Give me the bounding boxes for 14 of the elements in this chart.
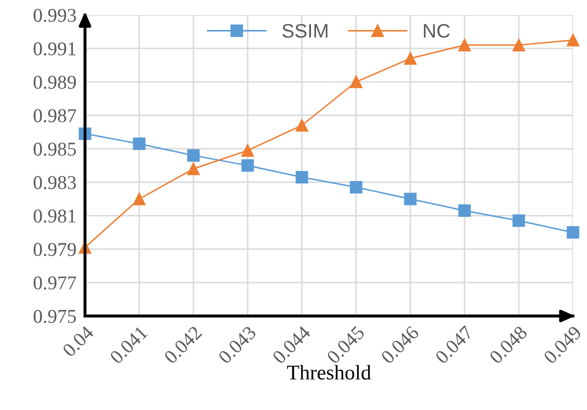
y-tick-label: 0.987 bbox=[34, 109, 76, 122]
x-axis-title: Threshold bbox=[287, 364, 371, 380]
y-tick-label: 0.993 bbox=[34, 8, 76, 22]
y-tick-label: 0.981 bbox=[34, 209, 76, 223]
y-tick-label: 0.991 bbox=[34, 42, 76, 56]
legend-label: SSIM bbox=[282, 24, 328, 38]
y-tick-label: 0.989 bbox=[34, 76, 76, 89]
y-tick-label: 0.983 bbox=[34, 176, 76, 190]
legend-label: NC bbox=[424, 24, 450, 38]
y-tick-label: 0.985 bbox=[34, 142, 76, 156]
y-tick-label: 0.977 bbox=[34, 276, 76, 290]
y-tick-label: 0.979 bbox=[34, 242, 76, 256]
x-tick-label: 0.04 bbox=[62, 324, 95, 358]
y-tick-label: 0.975 bbox=[34, 310, 76, 324]
